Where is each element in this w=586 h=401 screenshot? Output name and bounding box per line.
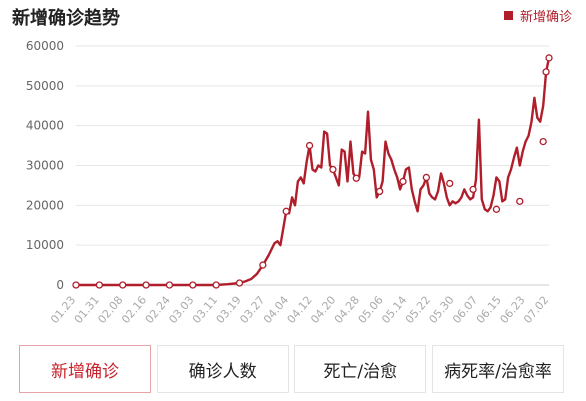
y-tick-label: 20000 (26, 198, 64, 212)
x-tick-label: 05.06 (356, 294, 386, 326)
x-tick-label: 02.16 (119, 294, 149, 326)
x-tick-label: 05.22 (403, 294, 433, 326)
data-point (492, 205, 501, 213)
tab-new-confirmed[interactable]: 新增确诊 (19, 345, 151, 393)
x-tick-label: 04.20 (308, 294, 338, 326)
tab-deaths-recovered[interactable]: 死亡/治愈 (294, 345, 427, 393)
data-point (95, 281, 104, 289)
x-tick-label: 03.27 (237, 294, 267, 326)
data-point (399, 177, 407, 186)
x-tick-label: 04.04 (261, 294, 291, 326)
data-point (516, 197, 524, 206)
x-tick-label: 05.30 (426, 294, 456, 326)
tab-fatality-recovery-rate[interactable]: 病死率/治愈率 (431, 345, 564, 393)
y-tick-label: 40000 (26, 119, 64, 133)
metric-tabs: 新增确诊 确诊人数 死亡/治愈 病死率/治愈率 (19, 345, 564, 393)
trend-line-chart[interactable]: 0 10000 20000 30000 40000 50000 60000 01.2301.3… (0, 0, 586, 340)
tab-total-confirmed[interactable]: 确诊人数 (156, 345, 289, 393)
x-tick-label: 03.19 (214, 294, 244, 326)
x-tick-label: 03.11 (190, 294, 220, 326)
legend-label: 新增确诊 (519, 10, 572, 25)
data-point (72, 281, 80, 289)
data-point (329, 165, 337, 174)
x-tick-label: 05.14 (379, 294, 409, 326)
chart-legend[interactable]: 新增确诊 (503, 6, 572, 25)
data-point (305, 141, 314, 150)
data-point (469, 185, 477, 194)
data-point (282, 207, 290, 215)
x-tick-label: 06.23 (497, 294, 527, 326)
data-point (165, 281, 174, 289)
x-tick-label: 06.07 (450, 294, 480, 326)
x-tick-label: 06.15 (474, 294, 504, 326)
data-point (542, 68, 550, 76)
x-tick-label: 01.31 (72, 294, 102, 326)
legend-swatch (503, 11, 513, 20)
x-tick-label: 02.24 (143, 294, 173, 326)
data-point (376, 187, 384, 196)
y-tick-label: 0 (56, 278, 64, 292)
x-tick-label: 04.12 (285, 294, 315, 326)
y-tick-label: 60000 (26, 39, 64, 53)
x-tick-label: 04.28 (332, 294, 362, 326)
data-point (446, 179, 454, 188)
data-point (422, 173, 431, 182)
data-point (142, 281, 150, 289)
x-tick-label: 07.02 (521, 294, 551, 326)
data-point (352, 174, 360, 182)
x-tick-label: 02.08 (95, 294, 125, 326)
data-point (189, 281, 197, 289)
x-tick-label: 03.03 (166, 294, 196, 326)
data-point (545, 54, 553, 62)
series-line (74, 56, 551, 287)
y-tick-label: 50000 (26, 79, 64, 93)
x-tick-label: 01.23 (48, 294, 78, 326)
data-point (235, 279, 244, 287)
data-point (212, 281, 220, 289)
chart-title: 新增确诊趋势 (12, 8, 120, 29)
data-point (539, 137, 547, 146)
data-point (259, 261, 267, 269)
data-point (119, 281, 127, 289)
y-tick-label: 30000 (26, 159, 64, 173)
y-tick-label: 10000 (26, 238, 64, 252)
